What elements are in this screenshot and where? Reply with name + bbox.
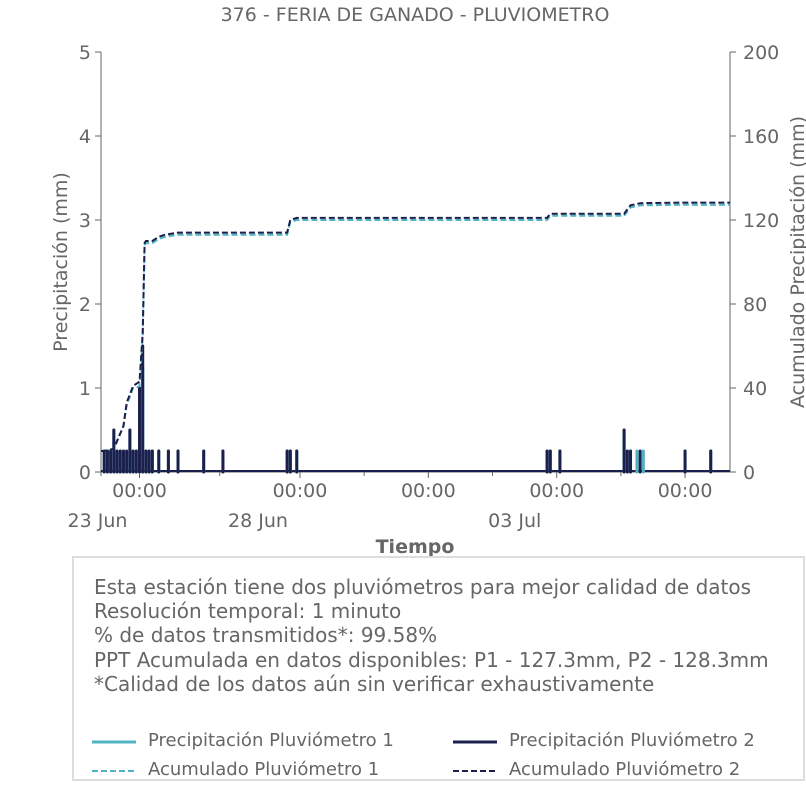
plot-area: 0 1 2 3 4 5 0 40 80 120 160 200 00:00 23 Jun 00:00 28 J… <box>68 42 780 532</box>
x-tick-date-label: 03 Jul <box>488 510 541 532</box>
info-text: Esta estación tiene dos pluviómetros par… <box>94 575 769 696</box>
chart-svg: 376 - FERIA DE GANADO - PLUVIOMETRO 0123… <box>50 4 806 556</box>
legend-label: Precipitación Pluviómetro 1 <box>148 730 394 751</box>
y-right-tick-label: 160 <box>743 126 779 148</box>
chart-legend: Precipitación Pluviómetro 1 Precipitació… <box>92 730 792 782</box>
y-right-tick-label: 40 <box>743 378 767 400</box>
x-tick-label: 00:00 <box>401 480 456 502</box>
x-tick-label: 00:00 <box>273 480 328 502</box>
chart-title: 376 - FERIA DE GANADO - PLUVIOMETRO <box>221 4 610 26</box>
info-line: Esta estación tiene dos pluviómetros par… <box>94 575 752 599</box>
y-axis-right-label: Acumulado Precipitación (mm) <box>787 116 806 408</box>
y-right-tick-label: 80 <box>743 294 767 316</box>
info-line: *Calidad de los datos aún sin verificar … <box>94 671 655 696</box>
y-left-tick-label: 4 <box>79 126 91 148</box>
info-box: Esta estación tiene dos pluviómetros par… <box>72 556 805 781</box>
legend-label: Precipitación Pluviómetro 2 <box>509 730 755 751</box>
accumulated-line <box>101 201 730 452</box>
x-tick-label: 00:00 <box>112 480 167 502</box>
y-left-tick-label: 1 <box>79 378 91 400</box>
x-tick-date-label: 28 Jun <box>228 510 288 532</box>
y-left-tick-label: 3 <box>79 210 91 232</box>
x-tick-date-label: 23 Jun <box>68 510 128 532</box>
y-right-tick-label: 200 <box>743 42 779 64</box>
x-axis-label: Tiempo <box>376 536 455 556</box>
legend-label: Acumulado Pluviómetro 1 <box>148 759 380 780</box>
x-tick-label: 00:00 <box>658 480 713 502</box>
y-left-tick-label: 2 <box>79 294 91 316</box>
y-right-tick-label: 120 <box>743 210 779 232</box>
y-axis-left-label: Precipitación (mm) <box>50 172 72 352</box>
y-right-tick-label: 0 <box>743 462 755 484</box>
y-left-tick-label: 0 <box>79 462 91 484</box>
x-tick-label: 00:00 <box>529 480 584 502</box>
y-left-tick-label: 5 <box>79 42 91 64</box>
info-line: % de datos transmitidos*: 99.58% <box>94 623 438 648</box>
info-line: Resolución temporal: 1 minuto <box>94 599 402 624</box>
info-line: PPT Acumulada en datos disponibles: P1 -… <box>94 647 769 672</box>
accumulated-line <box>101 203 730 452</box>
legend-label: Acumulado Pluviómetro 2 <box>509 759 741 780</box>
